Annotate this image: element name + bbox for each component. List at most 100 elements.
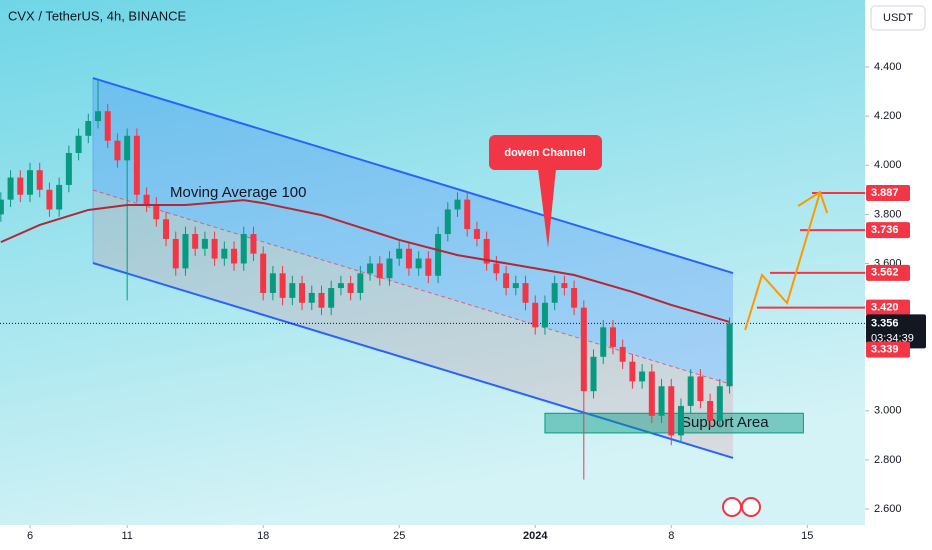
flag-icon[interactable] <box>741 497 761 517</box>
candle-body <box>133 135 140 195</box>
candle-body <box>269 273 276 293</box>
candle-body <box>726 323 733 387</box>
candle-body <box>541 302 548 328</box>
callout-pointer <box>538 169 556 248</box>
candle-body <box>483 238 490 264</box>
candle-body <box>707 400 714 421</box>
candle-body <box>716 386 723 421</box>
candle-body <box>639 371 646 382</box>
candle-body <box>405 248 412 269</box>
candle-body <box>532 302 539 328</box>
channel-upper-fill <box>92 78 734 386</box>
x-tick-label: 15 <box>801 530 813 542</box>
candle-body <box>522 283 529 303</box>
current-price-tag <box>866 314 926 349</box>
currency-label[interactable]: USDT <box>883 12 913 24</box>
candle-body <box>46 189 53 210</box>
candle-body <box>182 234 189 269</box>
level-tag <box>866 185 910 202</box>
candle-body <box>464 199 471 230</box>
y-tick-label: 2.800 <box>874 454 902 466</box>
candle-body <box>153 204 160 220</box>
candle-body <box>211 238 218 259</box>
candle-body <box>240 234 247 264</box>
candle-body <box>600 327 607 357</box>
candle-body <box>415 258 422 269</box>
projection-head <box>797 190 829 214</box>
candle-body <box>0 199 4 215</box>
candle-body <box>143 194 150 205</box>
candle-body <box>279 273 286 298</box>
candle-body <box>308 292 315 303</box>
candle-body <box>221 248 228 259</box>
candle-body <box>435 234 442 276</box>
time-axis <box>0 525 865 550</box>
candle-body <box>493 263 500 274</box>
candle-body <box>454 199 461 210</box>
candle-body <box>192 234 199 249</box>
candle-body <box>250 234 257 254</box>
candle-body <box>27 170 34 195</box>
currency-button[interactable] <box>870 5 926 31</box>
candle-body <box>104 111 111 141</box>
candle-body <box>337 283 344 289</box>
candle-body <box>357 273 364 293</box>
candle-body <box>386 258 393 279</box>
candle-body <box>629 361 636 382</box>
x-tick-label: 2024 <box>523 530 548 542</box>
candle-body <box>590 356 597 392</box>
x-tick-label: 8 <box>668 530 674 542</box>
candle-body <box>376 263 383 279</box>
level-label: 3.562 <box>871 267 899 279</box>
candle-body <box>163 219 170 239</box>
x-tick-label: 25 <box>393 530 405 542</box>
level-label: 3.887 <box>871 187 899 199</box>
candle-body <box>367 263 374 274</box>
candle-body <box>299 283 306 303</box>
channel-upper <box>92 77 734 275</box>
candle-body <box>580 307 587 392</box>
candle-body <box>444 209 451 235</box>
level-label: 3.736 <box>871 224 899 236</box>
candle-body <box>17 177 24 195</box>
candle-body <box>114 140 121 161</box>
moving-average <box>0 199 730 323</box>
current-price-label: 3.356 <box>871 317 899 329</box>
candle-body <box>551 283 558 303</box>
candle-body <box>328 288 335 308</box>
candle-body <box>172 238 179 269</box>
candle-body <box>425 258 432 276</box>
plot-background <box>0 0 865 525</box>
candle-body <box>658 386 665 416</box>
y-tick-label: 4.400 <box>874 61 902 73</box>
candle-body <box>619 346 626 362</box>
candle-body <box>347 283 354 293</box>
y-tick-label: 4.000 <box>874 159 902 171</box>
candle-body <box>396 248 403 259</box>
callout-box <box>489 135 602 170</box>
y-tick-label: 2.600 <box>874 503 902 515</box>
level-tag <box>866 222 910 239</box>
y-tick-label: 3.800 <box>874 208 902 220</box>
candle-body <box>697 376 704 401</box>
candle-body <box>289 283 296 298</box>
candle-body <box>231 248 238 264</box>
x-tick-label: 6 <box>27 530 33 542</box>
callout-text: dowen Channel <box>504 147 585 159</box>
countdown-label: 03:34:39 <box>871 332 914 344</box>
candle-body <box>7 177 14 200</box>
flag-icon[interactable] <box>722 497 742 517</box>
chart-title: CVX / TetherUS, 4h, BINANCE <box>8 8 187 23</box>
level-tag <box>866 299 910 316</box>
candle-body <box>124 135 131 161</box>
candle-body <box>561 283 568 289</box>
candle-body <box>56 184 63 210</box>
candle-body <box>609 327 616 347</box>
candle-body <box>260 253 267 293</box>
x-tick-label: 18 <box>257 530 269 542</box>
candle-body <box>201 238 208 249</box>
candle-body <box>36 170 43 190</box>
candle-body <box>75 135 82 153</box>
y-tick-label: 3.000 <box>874 405 902 417</box>
